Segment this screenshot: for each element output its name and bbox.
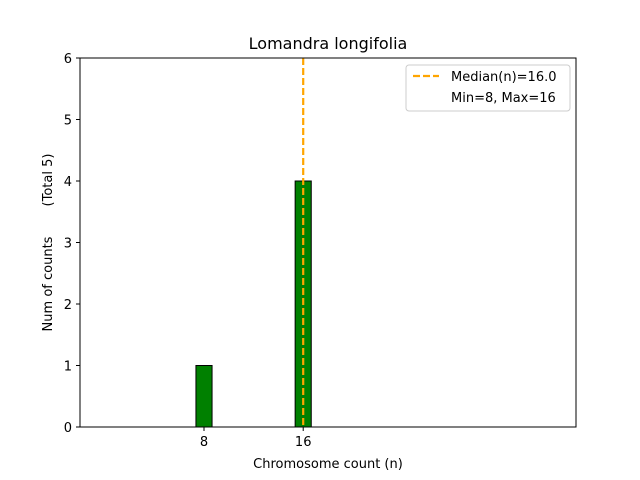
bar-8 [195, 365, 213, 428]
y-tick-label-4: 4 [64, 175, 72, 190]
y-tick-label-0: 0 [64, 421, 72, 436]
y-tick-label-3: 3 [64, 237, 72, 252]
x-tick-label-8: 8 [200, 435, 208, 450]
y-axis-label: Num of counts [41, 236, 56, 331]
y-tick-label-2: 2 [64, 298, 72, 313]
x-axis-label: Chromosome count (n) [253, 457, 403, 472]
legend-minmax-label: Min=8, Max=16 [451, 91, 556, 106]
ticks-layer: 8 16 0 1 2 3 4 5 6 [64, 52, 312, 450]
y-axis-total-label: (Total 5) [41, 154, 56, 207]
bars-layer [80, 180, 366, 428]
legend-box [405, 64, 571, 112]
y-tick-label-6: 6 [64, 52, 72, 67]
legend: Median(n)=16.0 Min=8, Max=16 [405, 64, 571, 112]
legend-median-label: Median(n)=16.0 [451, 70, 557, 85]
chart-title: Lomandra longifolia [249, 34, 408, 53]
y-tick-label-5: 5 [64, 114, 72, 129]
plot-frame [79, 57, 577, 428]
y-tick-label-1: 1 [64, 360, 72, 375]
x-tick-label-16: 16 [295, 435, 312, 450]
